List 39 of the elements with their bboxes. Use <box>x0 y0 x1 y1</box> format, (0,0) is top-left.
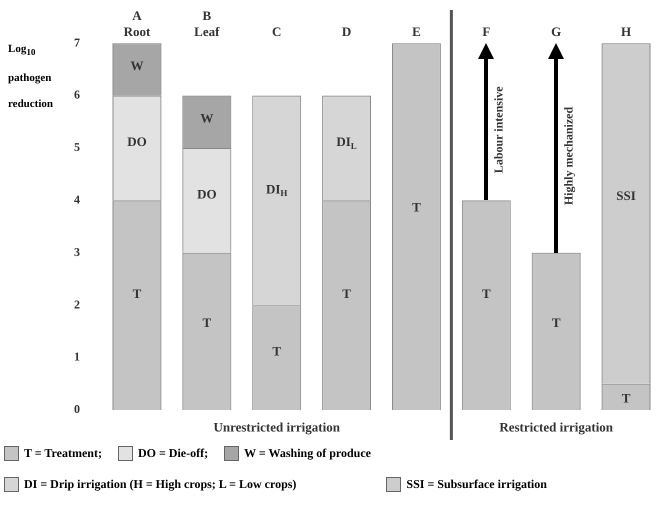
x-tick-label: H <box>621 24 632 39</box>
x-tick-label: D <box>342 24 352 39</box>
data-label: DO <box>197 186 217 202</box>
x-tick-label: A Root <box>124 8 151 39</box>
data-label: T <box>272 344 282 359</box>
x-tick-label: G <box>551 24 562 39</box>
y-tick-label: 0 <box>74 402 80 416</box>
text: Restricted irrigation <box>499 419 614 434</box>
annotation: Highly mechanized <box>561 106 576 206</box>
data-label: T <box>342 286 352 302</box>
data-label: T <box>482 286 491 302</box>
legend-label: SSI = Subsurface irrigation <box>406 477 547 492</box>
y-tick-label: 6 <box>74 88 80 102</box>
y-tick-label: 2 <box>74 297 80 312</box>
data-label: W <box>200 110 214 126</box>
y-tick-label: 7 <box>74 35 80 50</box>
x-tick-label: B Leaf <box>194 8 220 39</box>
legend-label: DI = Drip irrigation (H = High crops; L = Low crops) <box>24 477 296 492</box>
data-label: T <box>132 286 142 302</box>
legend-label: W = Washing of produce <box>244 446 371 461</box>
y-tick-label: 1 <box>74 350 80 364</box>
data-label: SSI <box>616 188 636 203</box>
x-tick-label: E <box>412 24 421 39</box>
y-tick-label: 4 <box>74 192 80 206</box>
y-tick-label: 3 <box>74 244 80 259</box>
data-label: DO <box>127 134 147 150</box>
x-tick-label: C <box>272 24 282 39</box>
text: Log$_{10}$ pathogen reduction <box>8 43 54 110</box>
data-label: T <box>412 200 422 215</box>
legend-label: T = Treatment; <box>24 446 102 461</box>
y-tick-label: 5 <box>74 140 80 154</box>
annotation: Labour intensive <box>491 86 506 174</box>
data-label: T <box>552 314 561 330</box>
legend-label: DO = Die-off; <box>138 446 208 461</box>
data-label: W <box>130 58 144 74</box>
text: Unrestricted irrigation <box>213 419 341 434</box>
data-label: T <box>622 390 631 406</box>
data-label: T <box>202 314 212 330</box>
x-tick-label: F <box>482 24 490 39</box>
